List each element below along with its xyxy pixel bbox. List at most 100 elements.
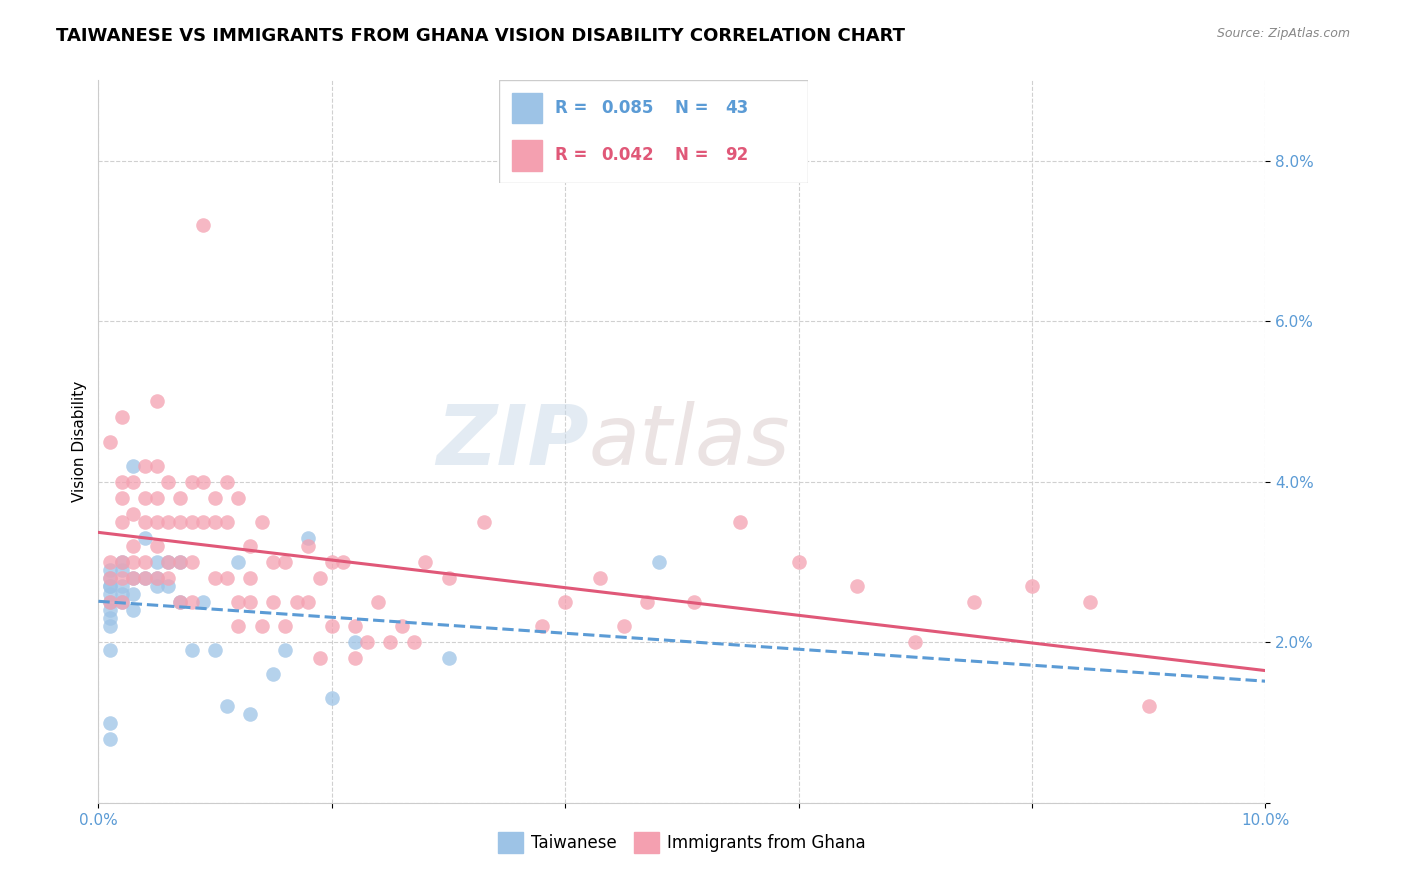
Point [111, 491, 134, 505]
Point [157, 555, 180, 569]
Point [157, 475, 180, 489]
Point [98, 579, 121, 593]
Point [402, 635, 425, 649]
Point [180, 643, 202, 657]
Text: 43: 43 [725, 99, 748, 117]
Point [204, 643, 226, 657]
Text: R =: R = [555, 99, 593, 117]
Point [146, 491, 169, 505]
Point [122, 603, 145, 617]
Point [204, 491, 226, 505]
Point [472, 515, 495, 529]
Point [228, 619, 250, 633]
Point [134, 571, 156, 585]
Point [111, 595, 134, 609]
Point [98, 619, 121, 633]
Point [98, 731, 121, 746]
Point [122, 458, 145, 473]
Point [297, 595, 319, 609]
Text: ZIP: ZIP [436, 401, 589, 482]
Point [98, 603, 121, 617]
Point [215, 475, 238, 489]
Point [146, 539, 169, 553]
Point [146, 579, 169, 593]
Point [134, 571, 156, 585]
Point [262, 555, 284, 569]
Point [169, 491, 191, 505]
Point [111, 555, 134, 569]
Point [636, 595, 658, 609]
Point [274, 555, 297, 569]
Point [215, 571, 238, 585]
Point [228, 595, 250, 609]
Point [180, 555, 202, 569]
Point [204, 571, 226, 585]
Point [356, 635, 378, 649]
Point [122, 507, 145, 521]
Point [1137, 699, 1160, 714]
Point [98, 643, 121, 657]
Point [98, 595, 121, 609]
Point [157, 555, 180, 569]
Point [98, 595, 121, 609]
Point [98, 579, 121, 593]
Point [169, 595, 191, 609]
Point [111, 555, 134, 569]
Point [612, 619, 634, 633]
Bar [512, 140, 543, 170]
Point [193, 218, 215, 232]
Point [321, 619, 343, 633]
Point [111, 563, 134, 577]
Point [309, 651, 332, 665]
Point [787, 555, 810, 569]
Point [98, 587, 121, 601]
Point [180, 515, 202, 529]
Text: R =: R = [555, 146, 593, 164]
Point [297, 531, 319, 545]
Point [169, 595, 191, 609]
Point [134, 531, 156, 545]
Point [228, 491, 250, 505]
Point [262, 595, 284, 609]
Point [962, 595, 984, 609]
Point [344, 651, 367, 665]
Point [98, 571, 121, 585]
Point [193, 515, 215, 529]
Point [274, 619, 297, 633]
Text: atlas: atlas [589, 401, 790, 482]
Point [146, 555, 169, 569]
Point [367, 595, 389, 609]
Point [134, 491, 156, 505]
Point [98, 563, 121, 577]
Point [228, 555, 250, 569]
Point [98, 555, 121, 569]
Point [437, 651, 460, 665]
Point [146, 571, 169, 585]
Point [239, 539, 262, 553]
Point [111, 475, 134, 489]
Point [1080, 595, 1102, 609]
Point [321, 691, 343, 706]
Text: N =: N = [675, 146, 714, 164]
Point [122, 475, 145, 489]
Point [297, 539, 319, 553]
Point [146, 571, 169, 585]
Point [413, 555, 436, 569]
Point [309, 571, 332, 585]
Point [554, 595, 576, 609]
Point [250, 515, 273, 529]
Point [134, 515, 156, 529]
Bar [512, 93, 543, 123]
Point [285, 595, 308, 609]
Point [344, 635, 367, 649]
Text: Source: ZipAtlas.com: Source: ZipAtlas.com [1216, 27, 1350, 40]
Point [111, 595, 134, 609]
Point [111, 571, 134, 585]
Point [122, 571, 145, 585]
Point [344, 619, 367, 633]
Point [111, 579, 134, 593]
Point [239, 707, 262, 722]
Text: 0.042: 0.042 [602, 146, 654, 164]
Point [180, 595, 202, 609]
Point [380, 635, 402, 649]
